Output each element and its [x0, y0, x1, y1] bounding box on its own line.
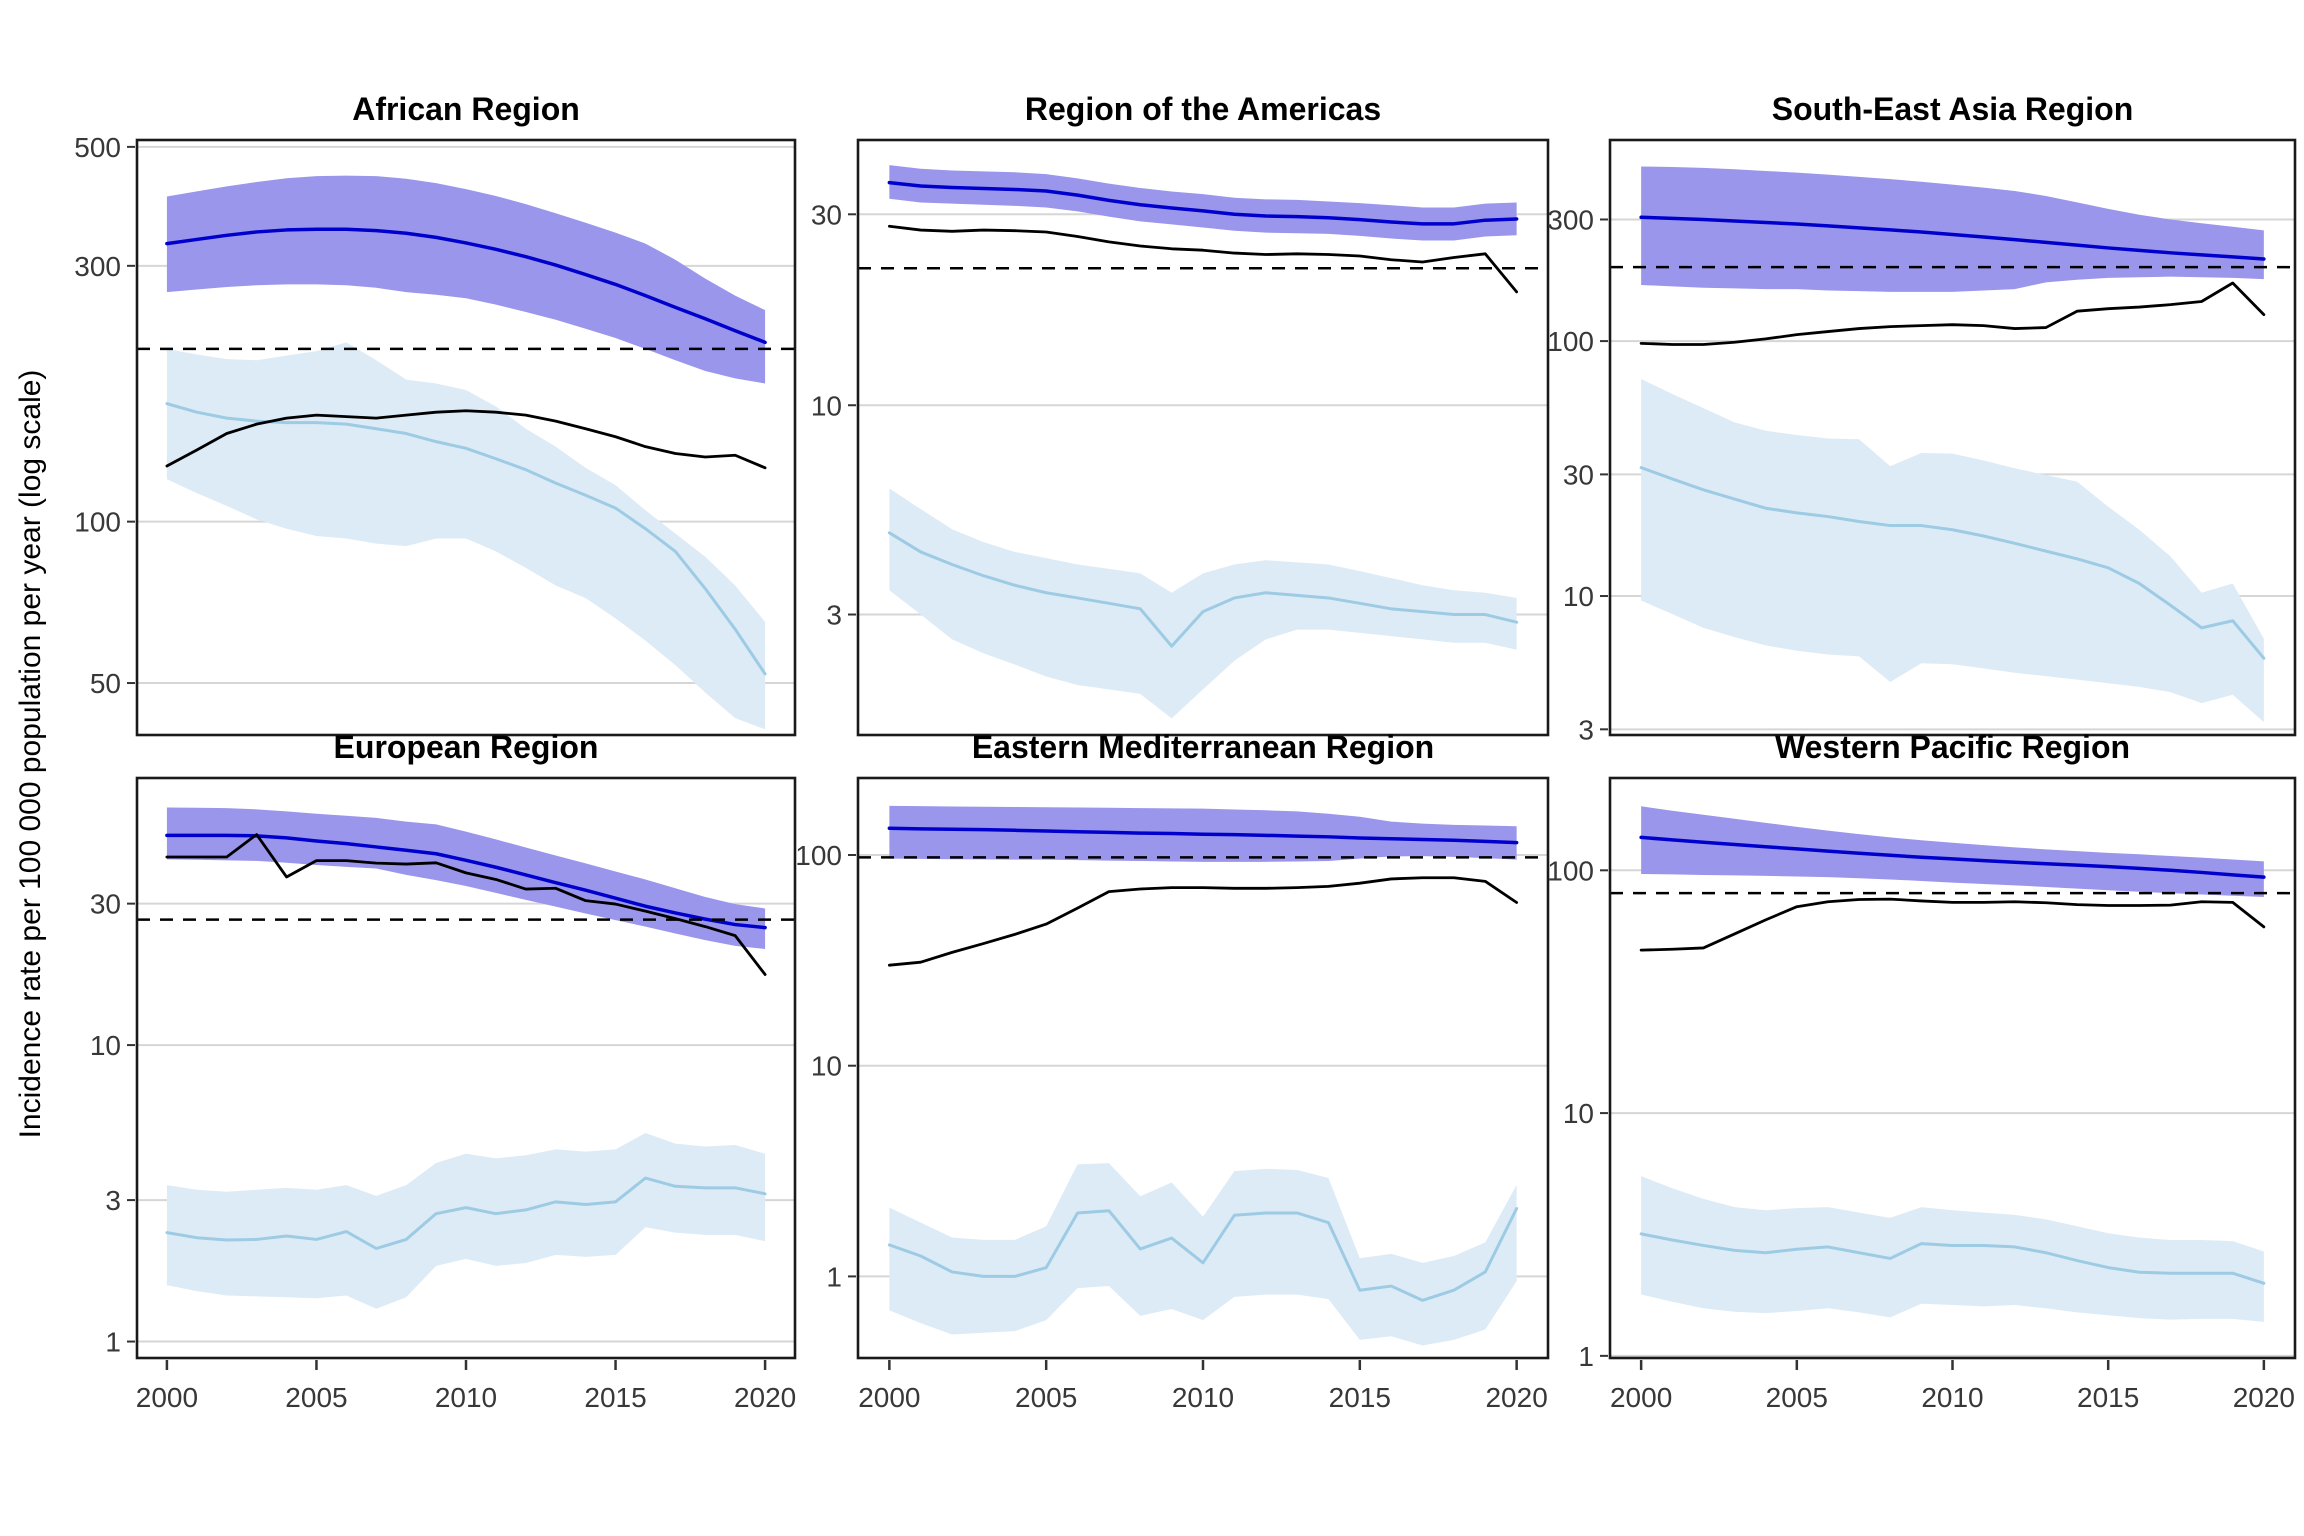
panels-group: 500 300 100 50 African Region 30 10 3 Region of … [74, 91, 2297, 1413]
blue-ribbon [166, 807, 766, 949]
x-tick-label: 2015 [584, 1382, 646, 1413]
x-tick-label: 2000 [858, 1382, 920, 1413]
lightblue-ribbon [1641, 1176, 2264, 1322]
panel-title: Eastern Mediterranean Region [972, 729, 1434, 765]
panel-south-east-asia-region: 300 100 30 10 3 South-East Asia Region [1547, 91, 2297, 745]
panel-european-region: 30 10 3 1 2000 2005 2010 2015 2020 European Regio… [90, 729, 797, 1413]
panel-title: South-East Asia Region [1772, 91, 2134, 127]
y-tick-label: 10 [811, 390, 842, 421]
x-tick-label: 2020 [2233, 1382, 2295, 1413]
blue-estimate-line [887, 180, 1519, 226]
y-tick-label: 300 [74, 251, 121, 282]
black-line [887, 224, 1519, 294]
black-line [165, 409, 767, 470]
y-tick-label: 3 [826, 600, 842, 631]
y-tick-label: 1 [826, 1261, 842, 1292]
y-tick-label: 3 [1578, 714, 1594, 745]
panel-border [135, 776, 797, 1360]
x-tick-label: 2010 [1172, 1382, 1234, 1413]
x-tick-label: 2015 [2077, 1382, 2139, 1413]
y-tick-label: 100 [1547, 855, 1594, 886]
blue-ribbon [889, 165, 1517, 241]
blue-estimate-line [1639, 215, 2266, 261]
panel-border [1608, 776, 2297, 1360]
y-axis-title: Incidence rate per 100 000 population pe… [14, 370, 47, 1139]
panel-border [856, 776, 1550, 1360]
y-tick-label: 500 [74, 132, 121, 163]
y-tick-label: 100 [74, 507, 121, 538]
lightblue-ribbon [166, 342, 766, 730]
black-line [165, 833, 767, 976]
black-line [887, 876, 1519, 967]
x-tick-label: 2005 [285, 1382, 347, 1413]
x-tick-label: 2005 [1766, 1382, 1828, 1413]
x-tick-label: 2015 [1329, 1382, 1391, 1413]
panel-eastern-mediterranean-region: 100 10 1 2000 2005 2010 2015 2020 Eastern Medite… [795, 729, 1550, 1413]
x-tick-label: 2010 [1921, 1382, 1983, 1413]
y-tick-label: 10 [90, 1030, 121, 1061]
lightblue-line [887, 531, 1519, 648]
panel-african-region: 500 300 100 50 African Region [74, 91, 797, 737]
y-tick-label: 30 [1563, 459, 1594, 490]
y-tick-label: 100 [1547, 326, 1594, 357]
lightblue-line [1639, 1232, 2266, 1285]
lightblue-ribbon [889, 1163, 1517, 1346]
blue-estimate-line [165, 227, 767, 345]
y-tick-label: 1 [1578, 1341, 1594, 1372]
panel-border [135, 138, 797, 737]
lightblue-line [165, 1176, 767, 1250]
x-tick-label: 2020 [1485, 1382, 1547, 1413]
y-tick-label: 30 [90, 889, 121, 920]
blue-ribbon [1641, 166, 2264, 292]
y-tick-label: 100 [795, 840, 842, 871]
y-tick-label: 300 [1547, 204, 1594, 235]
x-tick-label: 2000 [1610, 1382, 1672, 1413]
lightblue-ribbon [166, 1133, 766, 1309]
x-tick-label: 2010 [435, 1382, 497, 1413]
black-line [1639, 897, 2266, 952]
lightblue-ribbon [889, 488, 1517, 719]
y-tick-label: 10 [811, 1051, 842, 1082]
lightblue-ribbon [1641, 379, 2264, 723]
panel-title: Region of the Americas [1025, 91, 1381, 127]
x-tick-label: 2000 [136, 1382, 198, 1413]
blue-estimate-line [887, 826, 1519, 845]
black-line [1639, 281, 2266, 346]
lightblue-line [1639, 466, 2266, 660]
y-tick-label: 10 [1563, 581, 1594, 612]
x-tick-label: 2005 [1015, 1382, 1077, 1413]
panel-title: African Region [352, 91, 580, 127]
y-tick-label: 50 [90, 668, 121, 699]
panel-western-pacific-region: 100 10 1 2000 2005 2010 2015 2020 Western Pacifi… [1547, 729, 2297, 1413]
panel-region-of-the-americas: 30 10 3 Region of the Americas [811, 91, 1550, 737]
y-tick-label: 1 [105, 1327, 121, 1358]
panel-title: European Region [334, 729, 599, 765]
blue-estimate-line [165, 833, 767, 930]
panel-border [856, 138, 1550, 737]
blue-ribbon [1641, 806, 2264, 898]
y-tick-label: 10 [1563, 1098, 1594, 1129]
panel-title: Western Pacific Region [1775, 729, 2130, 765]
panel-border [1608, 138, 2297, 737]
blue-estimate-line [1639, 835, 2266, 879]
y-tick-label: 30 [811, 199, 842, 230]
lightblue-line [887, 1207, 1519, 1302]
x-tick-label: 2020 [734, 1382, 796, 1413]
y-tick-label: 3 [105, 1185, 121, 1216]
